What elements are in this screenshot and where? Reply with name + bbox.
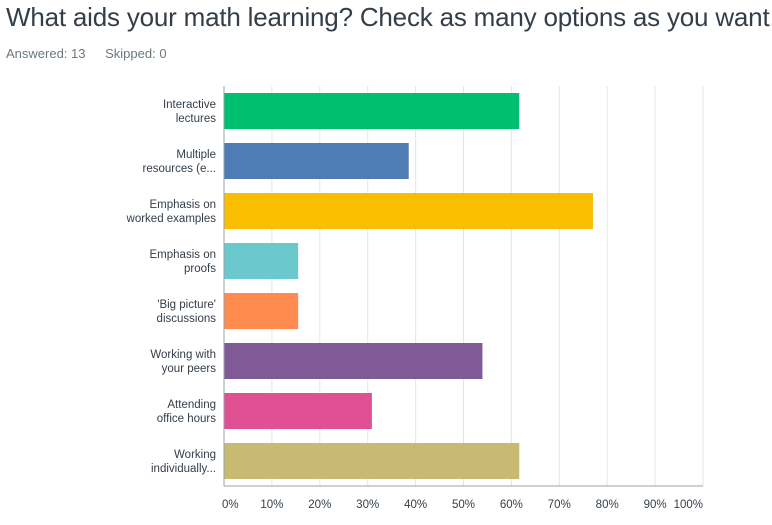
bar [224,143,409,179]
category-label: Interactive lectures [163,99,216,125]
skipped-count: Skipped: 0 [105,46,167,61]
bar [224,393,372,429]
answered-count: Answered: 13 [6,46,86,61]
bar [224,343,483,379]
x-tick-label: 70% [548,499,571,511]
x-tick-label: 30% [356,499,379,511]
x-tick-label: 50% [452,499,475,511]
bar [224,193,593,229]
bar [224,93,520,129]
x-tick-label: 40% [404,499,427,511]
category-labels: Interactive lectures Multiple resources (e.… [126,99,217,475]
question-title: What aids your math learning? Check as m… [6,2,772,32]
x-tick-label: 10% [260,499,283,511]
x-tick-label: 0% [222,499,239,511]
category-label: Emphasis on worked examples [126,199,217,225]
category-label: Multiple resources (e... [143,149,217,175]
category-label: Working with your peers [150,349,216,375]
bar [224,243,299,279]
x-tick-label: 80% [596,499,619,511]
bar [224,293,299,329]
category-label: Emphasis on proofs [150,249,217,275]
x-axis-ticks: 0% 10% 20% 30% 40% 50% 60% 70% 80% 90% 100% [222,499,703,511]
x-tick-label: 60% [500,499,523,511]
category-label: Attending office hours [157,399,216,425]
x-tick-label: 90% [644,499,667,511]
x-tick-label: 100% [674,499,703,511]
category-label: Working individually... [151,449,216,475]
response-stats: Answered: 13 Skipped: 0 [6,46,183,61]
bar [224,443,520,479]
bars [224,93,593,479]
category-label: 'Big picture' discussions [157,299,217,325]
x-tick-label: 20% [308,499,331,511]
